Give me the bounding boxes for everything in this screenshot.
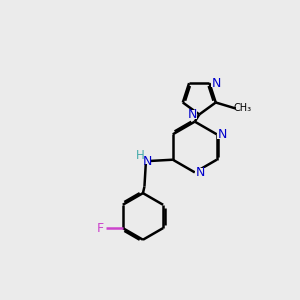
Text: H: H xyxy=(136,149,145,162)
Bar xyxy=(211,79,221,87)
Text: N: N xyxy=(211,76,221,90)
Text: N: N xyxy=(218,128,227,141)
Bar xyxy=(195,168,205,177)
Bar xyxy=(188,110,197,118)
Bar xyxy=(218,130,227,139)
Text: F: F xyxy=(97,222,104,235)
Bar xyxy=(96,224,105,232)
Bar xyxy=(138,155,151,164)
Text: N: N xyxy=(143,155,152,168)
Text: N: N xyxy=(188,108,197,121)
Text: N: N xyxy=(196,166,205,179)
Text: CH₃: CH₃ xyxy=(233,103,251,113)
